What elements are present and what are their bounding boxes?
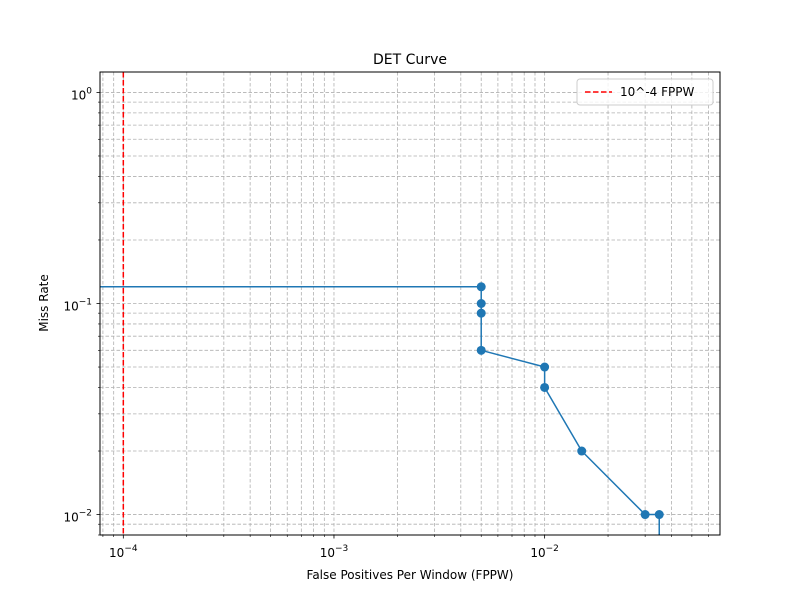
det-data-point — [540, 362, 550, 372]
det-data-point — [577, 446, 587, 456]
det-data-point — [540, 382, 550, 392]
legend-box — [576, 78, 714, 106]
det-data-point — [640, 510, 650, 520]
axis-ticks: 10−4 10−3 10−2 10−2 10−1 100 — [63, 86, 709, 560]
x-tick-label: 10−3 — [320, 544, 349, 560]
legend-label: 10^-4 FPPW — [620, 85, 694, 99]
y-tick-label: 10−2 — [63, 509, 92, 525]
legend: 10^-4 FPPW — [576, 78, 714, 106]
y-axis-label: Miss Rate — [37, 274, 51, 332]
x-tick-label: 10−2 — [530, 544, 559, 560]
det-data-point — [476, 345, 486, 355]
y-tick-label: 100 — [71, 86, 92, 102]
x-axis-label: False Positives Per Window (FPPW) — [307, 568, 514, 582]
det-data-point — [476, 308, 486, 318]
det-data-point — [476, 282, 486, 292]
det-data-point — [476, 299, 486, 308]
chart-title: DET Curve — [373, 52, 447, 68]
grid-lines — [100, 72, 720, 536]
series-markers — [476, 282, 664, 520]
det-data-point — [654, 510, 664, 520]
x-tick-label: 10−4 — [109, 544, 138, 560]
y-tick-label: 10−1 — [63, 298, 92, 314]
